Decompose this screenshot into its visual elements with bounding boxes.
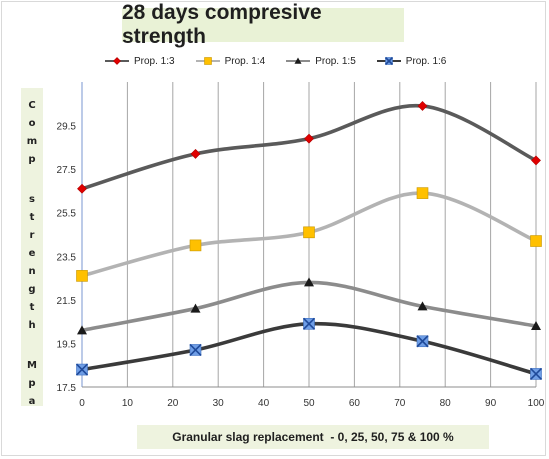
data-point [190, 148, 201, 159]
y-axis-label-char: n [28, 266, 36, 277]
legend-marker [294, 57, 302, 64]
legend-label: Prop. 1:4 [224, 55, 266, 67]
y-axis-label-char: M [27, 360, 37, 371]
data-point [531, 155, 541, 166]
data-point [416, 187, 429, 199]
data-point [529, 367, 543, 380]
x-tick-label: 60 [349, 398, 361, 409]
x-tick-label: 40 [258, 398, 270, 409]
x-tick-label: 80 [440, 398, 452, 409]
legend-swatch [286, 57, 311, 64]
legend-marker [384, 56, 393, 66]
marker-cross [75, 363, 89, 376]
y-axis-label-char: e [28, 248, 36, 259]
y-axis-label-char: p [28, 378, 36, 389]
marker-cross [529, 367, 543, 380]
marker-cross [189, 343, 202, 357]
x-tick-label: 0 [79, 398, 85, 409]
x-tick-label: 20 [167, 398, 179, 409]
data-point [189, 343, 202, 357]
data-point [75, 363, 89, 376]
y-axis-label-char: m [26, 136, 38, 147]
x-tick-label: 70 [394, 398, 406, 409]
y-axis-label-char: a [28, 396, 36, 407]
legend-item: Prop. 1:5 [285, 55, 356, 67]
data-point [76, 270, 88, 282]
data-point [77, 325, 87, 335]
y-axis-label-char: h [28, 320, 36, 331]
data-point [417, 301, 428, 311]
data-point [416, 335, 429, 348]
data-point [77, 183, 87, 194]
legend-item: Prop. 1:3 [104, 55, 175, 67]
legend-swatch [105, 57, 129, 65]
y-tick-label: 21.5 [57, 296, 77, 307]
y-axis-label-char: s [29, 194, 35, 205]
y-tick-label: 27.5 [57, 165, 77, 176]
legend-label: Prop. 1:6 [405, 55, 447, 67]
legend-item: Prop. 1:6 [376, 55, 447, 67]
x-tick-label: 30 [213, 398, 225, 409]
y-tick-label: 17.5 [57, 383, 77, 394]
marker-cross [384, 56, 393, 66]
marker-cross [302, 317, 316, 330]
x-axis-label: Granular slag replacement - 0, 25, 50, 7… [137, 425, 489, 449]
y-axis-label-char: C [28, 100, 36, 111]
legend-swatch [195, 57, 220, 65]
y-tick-label: 25.5 [57, 209, 77, 220]
y-axis-label-char: r [29, 230, 35, 241]
legend-label: Prop. 1:5 [315, 55, 356, 67]
x-tick-label: 10 [122, 398, 134, 409]
data-point [303, 226, 315, 239]
y-tick-label: 19.5 [57, 339, 77, 350]
y-axis-label-char: p [28, 154, 36, 165]
legend: Prop. 1:3 Prop. 1:4 Prop. 1:5 Prop. 1:6 [104, 52, 484, 70]
legend-item: Prop. 1:4 [195, 55, 266, 67]
data-point [531, 321, 541, 330]
x-tick-label: 90 [485, 398, 497, 409]
y-axis-label-char: o [28, 118, 36, 129]
legend-label: Prop. 1:3 [134, 55, 175, 67]
legend-marker [113, 57, 121, 65]
legend-marker [203, 57, 212, 65]
data-point [189, 239, 202, 252]
y-axis-label-char: t [29, 212, 35, 223]
data-point [304, 277, 314, 287]
legend-swatch [376, 56, 401, 66]
data-point [190, 303, 201, 313]
data-point [530, 235, 542, 247]
y-axis-label-char: g [28, 284, 36, 295]
x-tick-label: 50 [303, 398, 315, 409]
x-tick-label: 100 [528, 398, 545, 409]
y-axis-label-char: t [29, 302, 35, 313]
y-tick-label: 23.5 [57, 252, 77, 263]
data-point [417, 101, 428, 111]
marker-cross [416, 335, 429, 348]
data-point [302, 317, 316, 330]
y-tick-label: 29.5 [57, 122, 77, 133]
data-point [304, 133, 314, 144]
